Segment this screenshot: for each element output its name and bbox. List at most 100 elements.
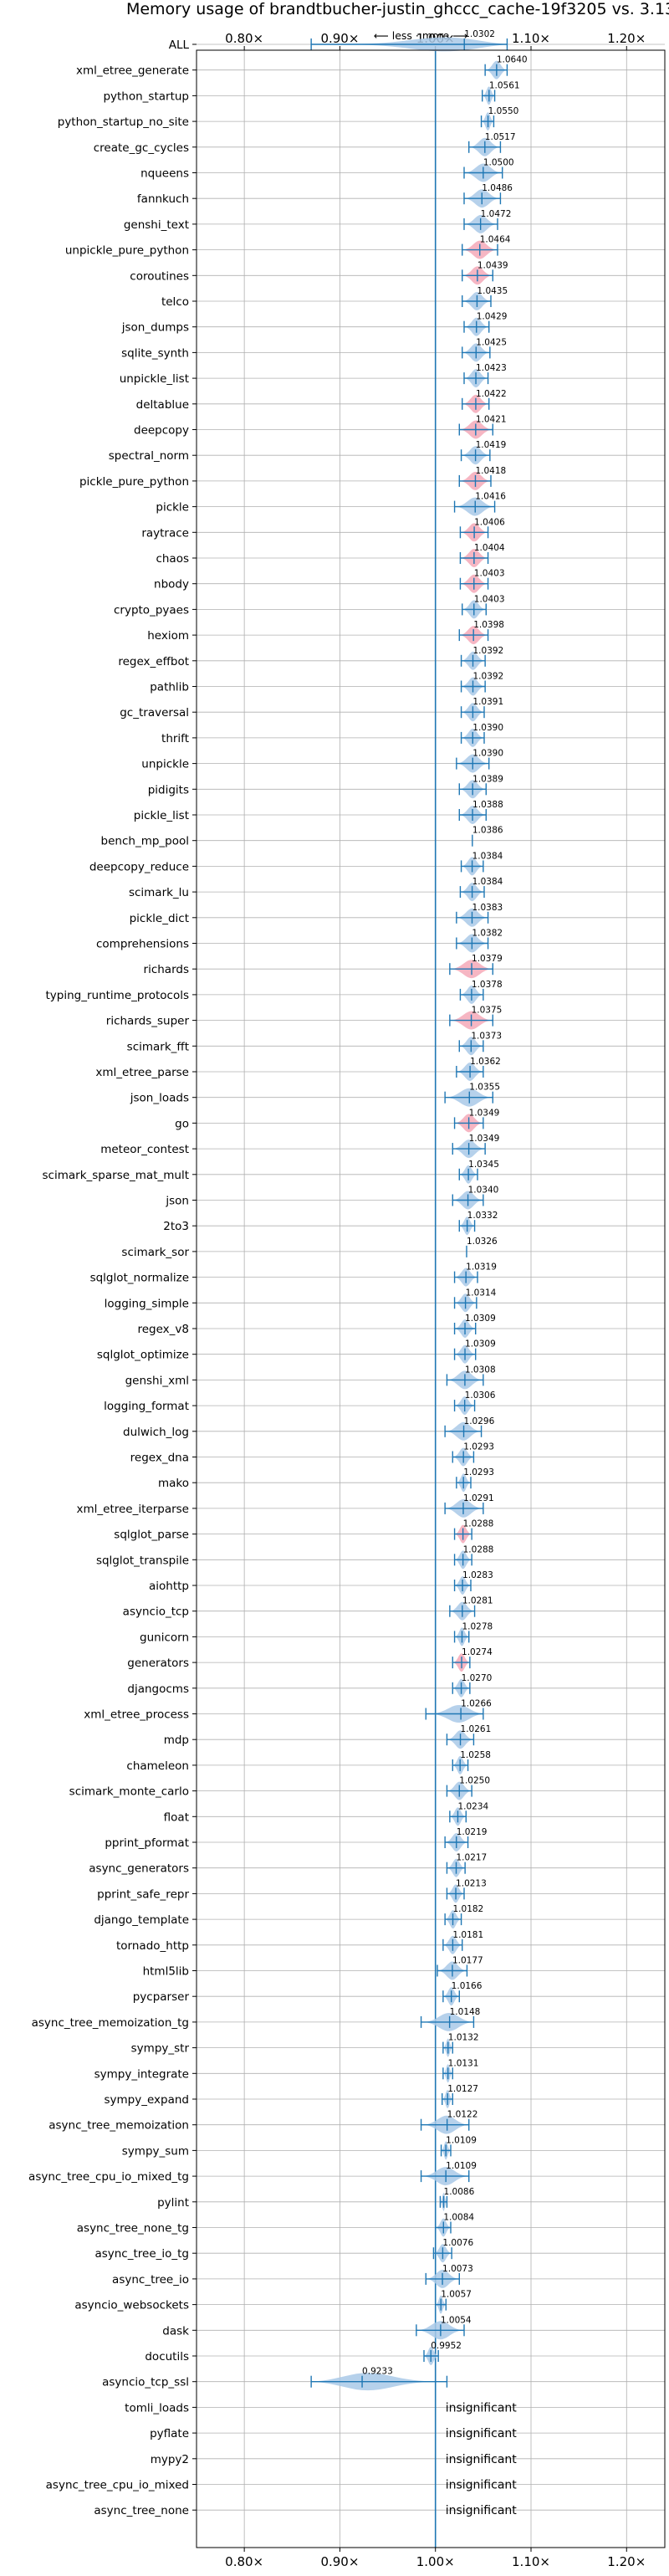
value-label: 1.0429 [477,312,508,322]
violin-telco [462,292,492,310]
violin-ALL [310,37,508,52]
category-label: pyflate [150,2427,189,2440]
violin-asyncio_websockets [435,2295,447,2314]
category-label: xml_etree_generate [76,64,189,78]
category-label: xml_etree_iterparse [77,1503,190,1516]
violin-unpickle_pure_python [462,240,498,259]
value-label: 1.0127 [447,2084,478,2094]
violin-sympy_str [442,2038,453,2057]
violin-async_tree_memoization [420,2115,470,2134]
value-label: 1.0386 [472,826,503,836]
value-label: 1.0076 [442,2238,473,2248]
insignificant-label: insignificant [446,2453,518,2466]
category-label: bench_mp_pool [101,835,189,848]
category-label: chaos [156,552,189,566]
violin-create_gc_cycles [468,137,502,156]
value-label: 1.0435 [477,286,508,296]
value-label: 1.0109 [446,2161,477,2171]
value-label: 1.0398 [473,620,504,630]
category-label: sqlite_synth [121,346,189,360]
category-label: logging_format [104,1400,189,1413]
value-label: 1.0326 [467,1237,498,1247]
violin-sqlglot_transpile [453,1550,472,1570]
value-label: 1.0306 [465,1390,496,1401]
violin-scimark_monte_carlo [446,1781,472,1800]
value-label: 1.0340 [468,1186,499,1196]
category-label: async_tree_cpu_io_mixed_tg [28,2170,189,2184]
category-label: json_dumps [121,321,189,335]
value-label: 1.0293 [463,1467,494,1477]
category-label: sympy_expand [104,2093,189,2107]
category-label: pickle_list [134,809,189,822]
violin-scimark_sparse_mat_mult [458,1165,478,1184]
value-label: 1.0250 [459,1776,490,1786]
violin-json_dumps [463,317,490,336]
category-label: raytrace [141,526,189,540]
category-label: dulwich_log [123,1426,189,1439]
value-label: 1.0418 [475,466,506,476]
violin-logging_simple [453,1293,477,1313]
value-label: 1.0122 [447,2110,478,2120]
violin-pycparser [442,1987,460,2006]
category-label: gunicorn [140,1631,189,1644]
category-label: sympy_sum [122,2144,189,2158]
violin-unpickle_list [463,369,489,388]
insignificant-label: insignificant [446,2479,518,2492]
violin-sqlglot_parse [453,1524,472,1544]
value-label: 1.0309 [465,1339,496,1349]
category-label: genshi_xml [125,1374,189,1387]
value-label: 1.0261 [461,1724,492,1734]
value-label: 1.0073 [442,2264,473,2274]
category-label: typing_runtime_protocols [46,989,190,1002]
category-label: go [175,1117,189,1130]
value-label: 1.0382 [472,929,503,939]
category-label: async_tree_cpu_io_mixed [46,2479,189,2492]
category-label: richards_super [106,1015,190,1028]
category-label: chameleon [126,1759,189,1773]
violin-mako [456,1473,472,1493]
violin-nbody [459,574,489,593]
category-label: thrift [161,732,189,745]
category-label: logging_simple [105,1297,189,1310]
category-label: scimark_monte_carlo [69,1785,189,1799]
value-label: 1.0332 [467,1211,498,1221]
value-label: 1.0132 [448,2033,479,2043]
category-label: dask [162,2324,189,2338]
category-label: fannkuch [137,192,189,206]
category-label: deepcopy [134,424,189,438]
violin-asyncio_tcp_ssl [310,2373,448,2391]
value-label: 1.0517 [485,132,516,142]
value-label: 1.0319 [466,1262,497,1273]
value-label: 1.0281 [462,1596,493,1606]
violin-genshi_xml [446,1370,484,1390]
category-label: deltablue [136,398,189,412]
value-label: 1.0266 [461,1699,492,1709]
violin-pickle_pure_python [458,471,492,490]
violin-genshi_text [463,214,498,233]
value-label: 1.0439 [477,260,508,270]
violin-dask [416,2321,465,2340]
value-label: 1.0378 [472,980,503,990]
value-label: 1.0288 [463,1519,494,1529]
violin-django_template [444,1910,462,1929]
violin-pprint_safe_repr [446,1884,465,1903]
value-label: 1.0131 [448,2058,479,2068]
value-label: 1.0309 [465,1314,496,1324]
category-label: generators [127,1657,189,1670]
category-label: sqlglot_parse [114,1529,189,1542]
category-label: async_tree_memoization [49,2119,189,2133]
violin-pickle_list [458,806,487,824]
value-label: 1.0421 [476,415,507,425]
violin-deltablue [462,394,490,413]
value-label: 0.9233 [362,2367,393,2377]
value-label: 1.0182 [453,1904,484,1914]
category-label: richards [144,963,189,976]
category-label: sqlglot_transpile [96,1554,189,1567]
value-label: 1.0291 [463,1493,494,1503]
violin-dulwich_log [444,1421,483,1441]
category-label: regex_v8 [137,1323,189,1336]
value-label: 1.0293 [463,1442,494,1452]
category-label: async_generators [89,1862,189,1876]
violin-hexiom [458,626,489,645]
violin-async_tree_io_tg [432,2244,452,2263]
